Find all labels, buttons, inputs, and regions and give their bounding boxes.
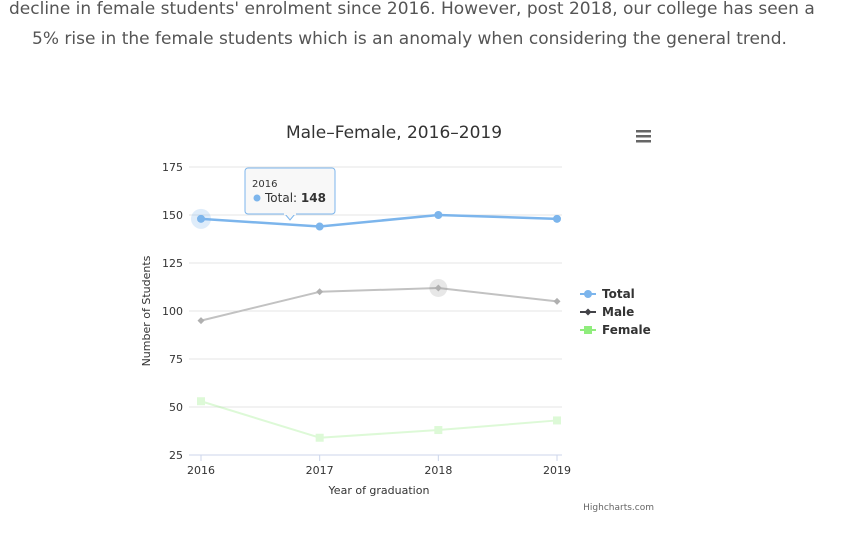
legend-item-female[interactable]: Female <box>580 323 651 337</box>
series-male[interactable] <box>197 278 561 325</box>
data-point[interactable] <box>315 433 324 442</box>
chart-title: Male–Female, 2016–2019 <box>286 123 502 143</box>
hamburger-menu-icon[interactable] <box>634 128 652 146</box>
legend-marker <box>584 290 592 298</box>
data-point[interactable] <box>434 211 443 219</box>
tooltip-series: Total <box>264 191 293 205</box>
y-tick-label: 25 <box>169 449 183 462</box>
data-point[interactable] <box>434 426 443 435</box>
legend-label: Total <box>602 287 635 301</box>
legend-item-total[interactable]: Total <box>580 287 635 301</box>
x-axis-ticks: 2016 2017 2018 2019 <box>187 455 571 477</box>
legend-marker <box>584 326 592 334</box>
y-axis-title: Number of Students <box>140 255 153 366</box>
series-total[interactable] <box>191 208 561 231</box>
tooltip: 2016 Total: 148 <box>244 167 336 221</box>
y-tick-label: 75 <box>169 353 183 366</box>
intro-line-2: 5% rise in the female students which is … <box>32 29 787 49</box>
series-line <box>200 400 558 439</box>
legend-label: Male <box>602 305 634 319</box>
y-tick-label: 125 <box>162 257 183 270</box>
y-tick-label: 50 <box>169 401 183 414</box>
tooltip-value: 148 <box>301 191 326 205</box>
legend: Total Male Female <box>580 287 651 337</box>
intro-line-1: decline in female students' enrolment si… <box>9 0 815 19</box>
series-female[interactable] <box>197 397 561 442</box>
x-tick-label: 2019 <box>543 464 571 477</box>
y-axis-ticks: 25 50 75 100 125 150 175 <box>162 161 183 462</box>
data-point[interactable] <box>315 222 324 231</box>
y-tick-label: 175 <box>162 161 183 174</box>
gridlines <box>189 166 562 456</box>
series-line <box>200 286 558 322</box>
y-tick-label: 100 <box>162 305 183 318</box>
credits-link[interactable]: Highcharts.com <box>583 503 654 513</box>
x-axis-title: Year of graduation <box>328 484 430 497</box>
data-point[interactable] <box>316 288 324 296</box>
data-point[interactable] <box>197 317 205 325</box>
tooltip-body: Total: 148 <box>264 191 326 205</box>
legend-item-male[interactable]: Male <box>580 305 634 319</box>
x-tick-label: 2018 <box>424 464 452 477</box>
data-point[interactable] <box>197 397 205 406</box>
data-point[interactable] <box>553 297 561 305</box>
legend-marker <box>584 308 592 316</box>
tooltip-header: 2016 <box>252 179 277 190</box>
y-tick-label: 150 <box>162 209 183 222</box>
data-point[interactable] <box>553 416 561 425</box>
data-point[interactable] <box>553 214 561 223</box>
legend-label: Female <box>602 323 651 337</box>
x-tick-label: 2016 <box>187 464 215 477</box>
series-line <box>200 213 558 228</box>
data-point[interactable] <box>434 284 442 292</box>
tooltip-marker <box>253 194 261 202</box>
data-point[interactable] <box>197 214 205 223</box>
x-tick-label: 2017 <box>306 464 334 477</box>
series-group <box>191 208 561 442</box>
